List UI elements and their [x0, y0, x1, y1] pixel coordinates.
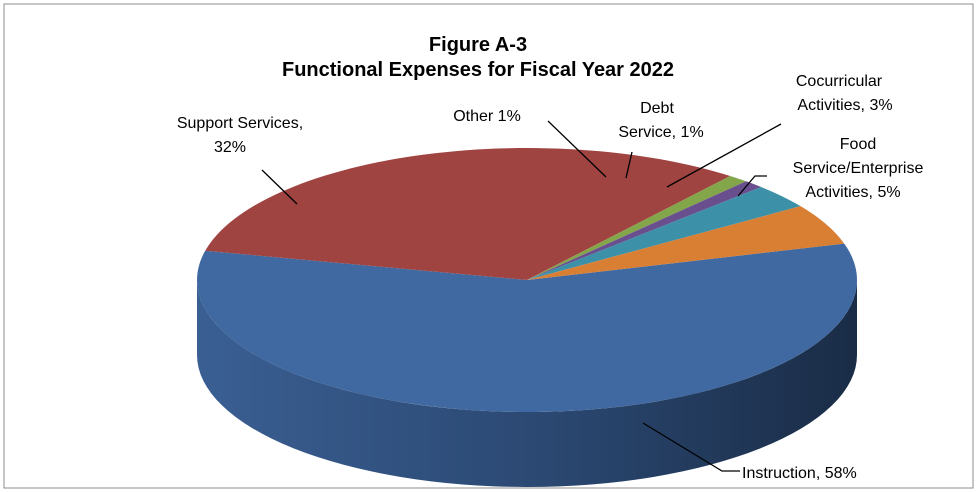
- label-food-line-3: Activities, 5%: [805, 184, 900, 201]
- pie-slices: [197, 148, 857, 412]
- label-debt-line-2: Service, 1%: [618, 124, 703, 141]
- chart-title-line-2: Functional Expenses for Fiscal Year 2022: [282, 59, 674, 81]
- label-instruction-line-1: Instruction, 58%: [742, 465, 857, 482]
- label-cocurricular-line-1: Cocurricular: [796, 73, 883, 90]
- slice-label-other: Other 1%: [453, 108, 521, 125]
- label-support-line-2: 32%: [214, 139, 246, 156]
- label-other-line-1: Other 1%: [453, 108, 521, 125]
- label-debt-line-1: Debt: [640, 100, 674, 117]
- label-food-line-1: Food: [840, 136, 876, 153]
- chart-title-line-1: Figure A-3: [429, 34, 527, 56]
- label-support-line-1: Support Services,: [177, 115, 303, 132]
- slice-label-instruction: Instruction, 58%: [742, 465, 857, 482]
- label-food-line-2: Service/Enterprise: [793, 160, 924, 177]
- label-cocurricular-line-2: Activities, 3%: [797, 97, 892, 114]
